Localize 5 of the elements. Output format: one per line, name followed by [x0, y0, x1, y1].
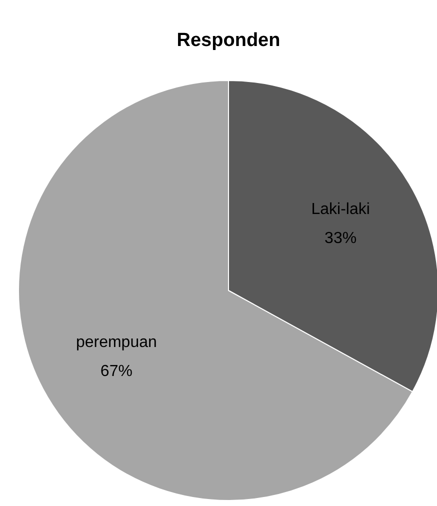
data-label: 67% [100, 362, 132, 380]
slice-label: Laki-laki [311, 201, 370, 218]
chart-title: Responden [176, 30, 280, 51]
slice-label: perempuan [76, 334, 157, 351]
data-label: 33% [324, 230, 357, 248]
